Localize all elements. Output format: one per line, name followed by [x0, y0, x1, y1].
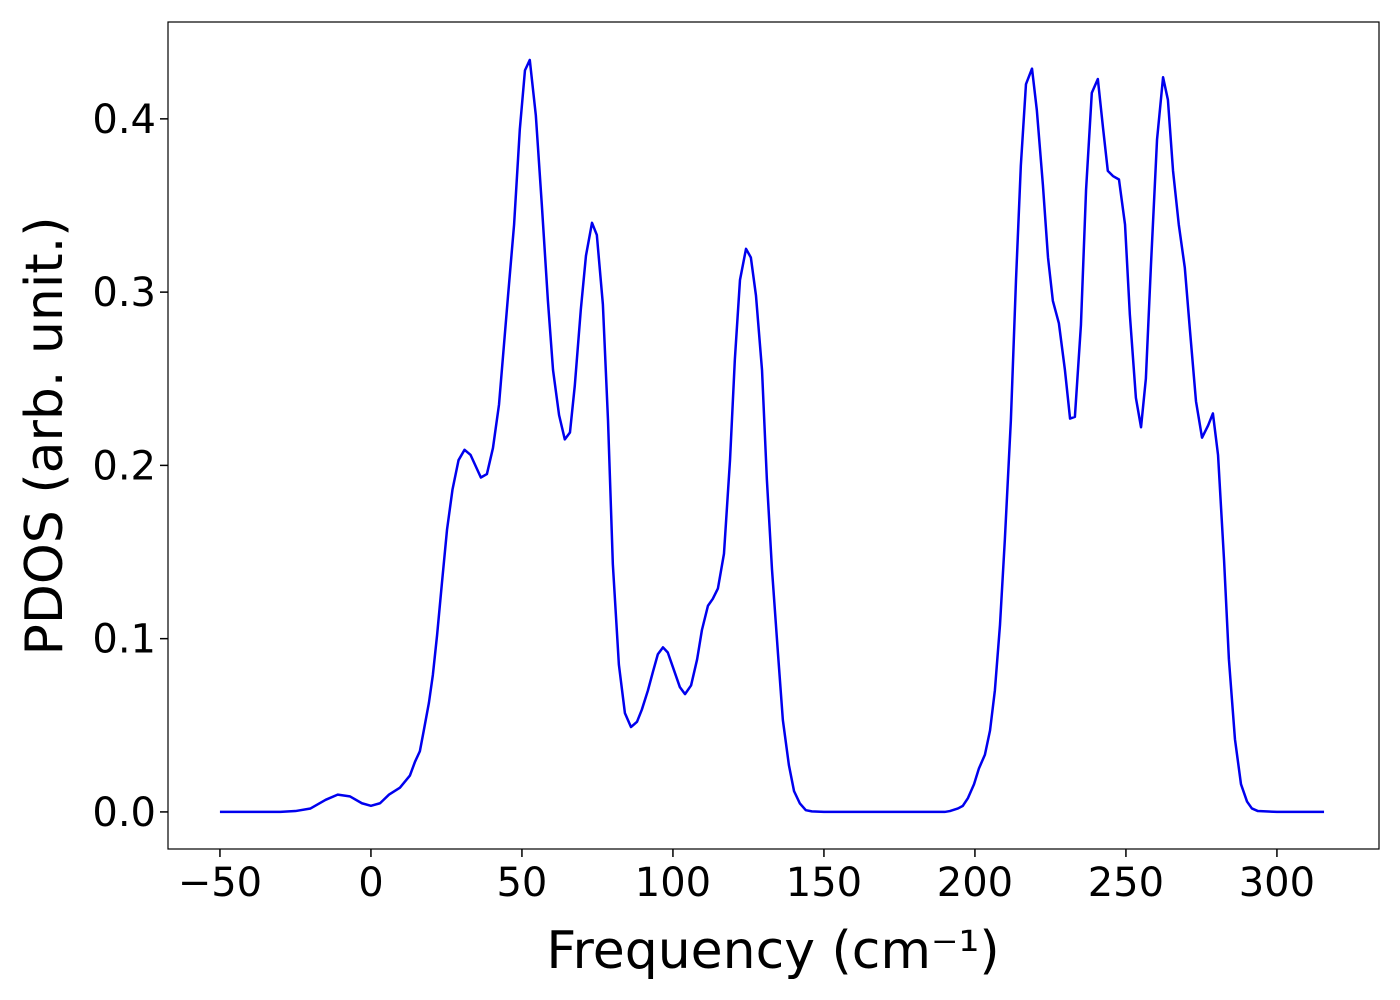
x-tick-label: −50 [178, 860, 262, 906]
x-tick-label: 100 [635, 860, 711, 906]
y-tick-label: 0.1 [92, 617, 156, 663]
y-axis-label: PDOS (arb. unit.) [15, 216, 75, 655]
y-tick-label: 0.4 [92, 97, 156, 143]
x-tick-label: 300 [1239, 860, 1315, 906]
y-tick-label: 0.0 [92, 790, 156, 836]
x-tick-label: 200 [937, 860, 1013, 906]
x-tick-label: 50 [496, 860, 547, 906]
y-tick-label: 0.2 [92, 443, 156, 489]
x-axis-label: Frequency (cm⁻¹) [546, 921, 999, 981]
y-tick-label: 0.3 [92, 270, 156, 316]
x-tick-label: 0 [358, 860, 383, 906]
data-line [219, 58, 1325, 814]
plot-frame [167, 21, 1380, 850]
x-tick-label: 150 [786, 860, 862, 906]
x-tick-label: 250 [1088, 860, 1164, 906]
